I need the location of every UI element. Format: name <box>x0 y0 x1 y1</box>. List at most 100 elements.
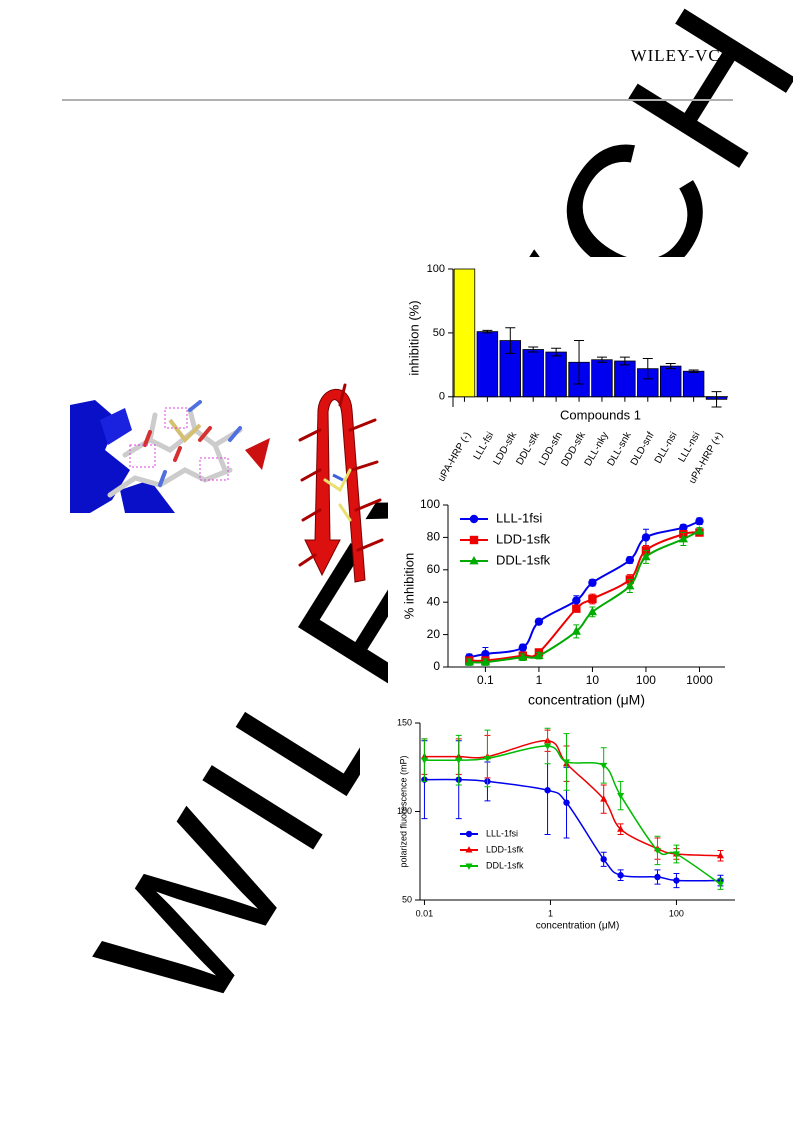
bar <box>522 349 544 398</box>
x-tick-label: 100 <box>636 673 656 687</box>
marker <box>672 851 680 858</box>
fit-curve <box>469 531 700 662</box>
marker <box>716 881 725 888</box>
x-tick-label: 0.1 <box>477 673 494 687</box>
y-tick-label: 80 <box>427 530 441 544</box>
marker <box>641 533 651 542</box>
stick <box>107 467 233 498</box>
marker <box>465 846 473 853</box>
marker <box>694 525 705 535</box>
stick-n <box>158 400 242 487</box>
marker <box>588 594 597 604</box>
legend-label: LDD-1sfk <box>486 844 524 854</box>
legend-label: LDD-1sfk <box>496 531 551 546</box>
marker <box>653 847 662 855</box>
x-tick-label: 1 <box>548 908 553 918</box>
y-tick-label: 20 <box>427 627 441 641</box>
fit-curve <box>424 778 721 882</box>
marker <box>716 851 725 859</box>
marker <box>695 517 704 526</box>
y-axis-label: inhibition (%) <box>406 300 421 375</box>
marker <box>572 596 581 605</box>
marker <box>600 856 607 863</box>
ribbon-blue <box>100 408 132 445</box>
marker <box>518 643 528 652</box>
error-bar <box>574 340 585 385</box>
fit-curve <box>424 745 721 885</box>
side-chain-highlight <box>323 468 352 522</box>
y-axis-label: polarized fluorescence (mP) <box>398 755 408 867</box>
y-tick-label: 40 <box>427 594 441 608</box>
fit-curve <box>469 520 700 659</box>
x-axis-label: Compounds 1 <box>560 407 641 422</box>
marker <box>483 755 491 763</box>
marker <box>654 873 661 881</box>
side-chain <box>298 383 384 567</box>
y-tick-label: 100 <box>427 263 445 275</box>
h-bond-box <box>199 457 229 481</box>
marker <box>588 578 597 587</box>
x-tick-label: 100 <box>669 908 684 918</box>
marker <box>481 649 490 659</box>
error-bar <box>482 329 493 334</box>
marker <box>480 657 491 666</box>
marker <box>563 759 571 766</box>
marker <box>600 795 608 802</box>
y-axis-label: % inhibition <box>401 553 416 620</box>
hairpin-image <box>298 383 384 583</box>
bar <box>545 351 567 398</box>
marker <box>544 743 552 750</box>
h-bond-box <box>129 444 156 468</box>
x-tick-label: 1000 <box>686 673 713 687</box>
fit-curve <box>469 530 700 664</box>
y-tick-label: 0 <box>439 391 445 403</box>
bar <box>614 360 636 398</box>
legend-label: LLL-1fsi <box>496 510 542 525</box>
ribbon-red <box>245 438 270 470</box>
error-bar <box>642 357 653 380</box>
marker <box>563 799 570 806</box>
stick-c <box>168 418 202 444</box>
x-axis-label: concentration (μM) <box>536 921 620 932</box>
y-tick-label: 150 <box>397 717 412 727</box>
marker <box>465 830 473 838</box>
marker <box>572 604 581 613</box>
x-tick-label: 10 <box>586 673 600 687</box>
y-tick-label: 60 <box>427 562 441 576</box>
y-tick-label: 0 <box>433 659 440 673</box>
marker <box>679 523 688 532</box>
error-bar <box>596 356 607 363</box>
bar <box>453 268 476 398</box>
y-tick-label: 50 <box>433 327 445 339</box>
bar <box>682 370 705 398</box>
x-tick-label: 0.01 <box>416 908 434 918</box>
stick-o <box>143 426 212 462</box>
error-bar <box>551 347 562 357</box>
marker <box>678 533 688 543</box>
marker <box>600 762 608 770</box>
bar <box>476 331 499 398</box>
bar <box>659 365 682 398</box>
y-tick-label: 50 <box>402 894 412 904</box>
error-bar <box>505 327 516 354</box>
marker <box>455 757 463 765</box>
marker <box>625 580 635 590</box>
marker <box>518 652 528 661</box>
y-tick-label: 100 <box>397 806 412 816</box>
error-bar <box>665 363 676 370</box>
marker <box>534 617 544 626</box>
ribbon-blue <box>70 400 130 513</box>
bar <box>591 359 613 398</box>
legend-label: LLL-1fsi <box>486 828 518 838</box>
marker <box>617 825 625 832</box>
ribbon-red <box>304 388 366 583</box>
marker <box>617 872 624 879</box>
marker <box>544 787 551 794</box>
marker <box>673 877 680 884</box>
marker <box>587 606 598 616</box>
y-tick-label: 100 <box>420 497 440 511</box>
error-bar <box>619 356 630 366</box>
